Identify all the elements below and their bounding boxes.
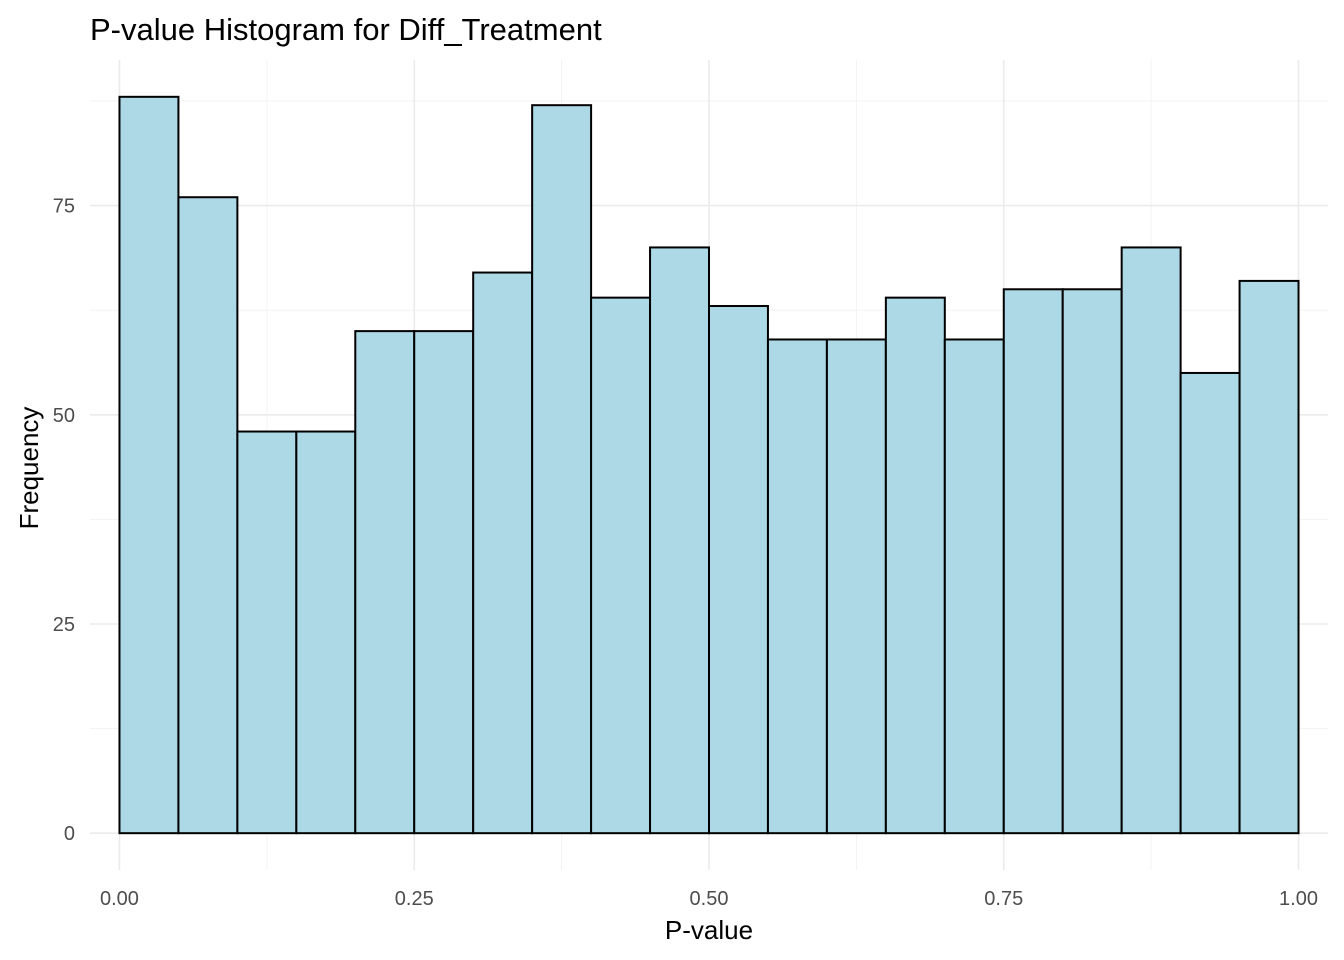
y-tick-label: 0 bbox=[64, 823, 75, 845]
histogram-bar bbox=[649, 246, 710, 835]
histogram-bar bbox=[1179, 371, 1241, 835]
x-tick-label: 0.25 bbox=[395, 888, 434, 910]
histogram-bar bbox=[118, 95, 180, 835]
x-tick-label: 0.50 bbox=[690, 888, 729, 910]
y-axis-ticks: 0 25 50 75 bbox=[53, 196, 75, 846]
y-axis-title: Frequency bbox=[14, 407, 44, 530]
histogram-bar bbox=[531, 104, 593, 835]
histogram-bar bbox=[766, 338, 828, 835]
histogram-bar bbox=[1061, 288, 1123, 835]
chart-title: P-value Histogram for Diff_Treatment bbox=[90, 12, 602, 47]
histogram-bar bbox=[708, 305, 769, 835]
histogram-bar bbox=[884, 296, 946, 835]
y-tick-label: 25 bbox=[53, 614, 75, 636]
histogram-bar bbox=[825, 338, 887, 835]
histogram-bars bbox=[118, 95, 1300, 835]
histogram-bar bbox=[1120, 246, 1182, 835]
histogram-bar bbox=[413, 330, 475, 835]
histogram-bar bbox=[590, 296, 652, 835]
histogram-bar bbox=[1002, 288, 1064, 835]
histogram-bar bbox=[1238, 279, 1300, 835]
x-tick-label: 0.75 bbox=[984, 888, 1023, 910]
histogram-bar bbox=[295, 430, 357, 835]
histogram-bar bbox=[472, 271, 534, 835]
x-tick-label: 1.00 bbox=[1279, 888, 1318, 910]
x-axis-ticks: 0.00 0.25 0.50 0.75 1.00 bbox=[100, 888, 1318, 910]
histogram-bar bbox=[177, 196, 239, 835]
x-tick-label: 0.00 bbox=[100, 888, 139, 910]
y-tick-label: 75 bbox=[53, 196, 75, 218]
histogram-bar bbox=[236, 430, 298, 835]
x-axis-title: P-value bbox=[665, 915, 753, 945]
histogram-bar bbox=[354, 330, 416, 835]
y-tick-label: 50 bbox=[53, 405, 75, 427]
histogram-bar bbox=[943, 338, 1005, 835]
